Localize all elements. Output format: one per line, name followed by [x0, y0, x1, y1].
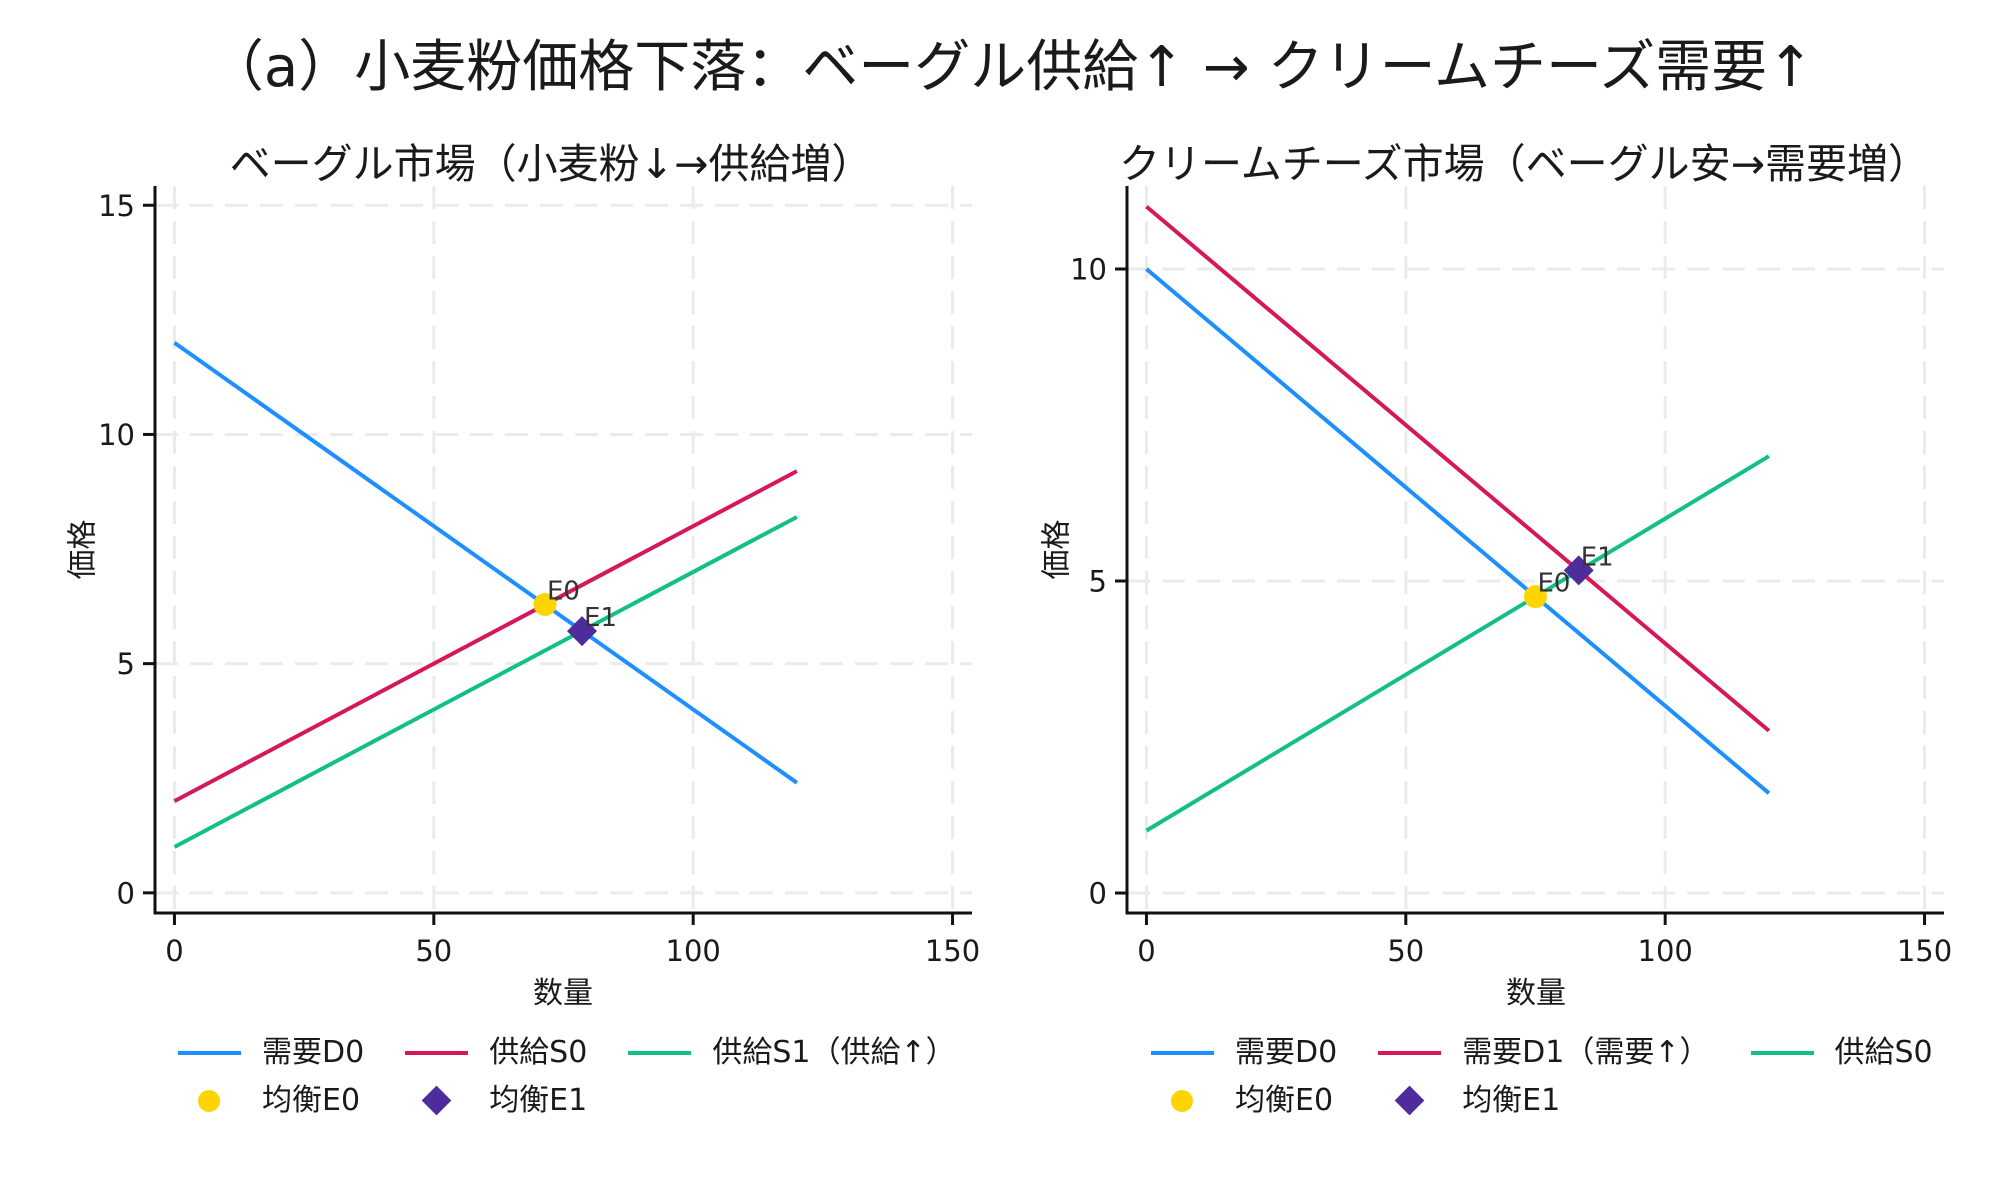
- legend-item: 供給S0: [1750, 1029, 1933, 1077]
- figure-title: （a）小麦粉価格下落：ベーグル供給↑ → クリームチーズ需要↑: [208, 35, 1814, 100]
- legend-handle: [1151, 1077, 1214, 1125]
- x-tick-label: 0: [1137, 934, 1155, 968]
- legend-handle: [405, 1077, 468, 1125]
- legend-handle: [1378, 1029, 1442, 1077]
- plot-area: 0 50 100 150 0 5 10 E0 E1: [1070, 186, 1952, 968]
- legend-label: 均衡E0: [1235, 1083, 1334, 1118]
- legend-handle: [628, 1029, 692, 1077]
- supply-s0-line: [173, 469, 798, 803]
- bagel-market-legend: 需要D0 均衡E0 供給S0 均衡E1 供給S1（供給↑）: [178, 1029, 956, 1125]
- legend-handle: [1378, 1077, 1441, 1125]
- legend-label: 供給S0: [1834, 1035, 1933, 1070]
- x-tick-label: 100: [1638, 934, 1693, 968]
- equilibrium-e0-label: E0: [547, 577, 580, 607]
- legend-diamond-icon: [1394, 1085, 1425, 1116]
- chart-title: クリームチーズ市場（ベーグル安→需要増）: [1119, 140, 1929, 188]
- legend-item: 供給S0: [405, 1029, 587, 1077]
- equilibrium-e1-marker: [1563, 555, 1594, 586]
- x-axis-label: 数量: [533, 976, 593, 1011]
- y-tick-label: 5: [117, 647, 135, 681]
- legend-item: 均衡E1: [1378, 1077, 1709, 1125]
- y-tick-label: 0: [1089, 877, 1107, 911]
- legend-diamond-icon: [421, 1085, 452, 1116]
- chart-title: ベーグル市場（小麦粉↓→供給増）: [230, 140, 873, 188]
- equilibrium-e1-label: E1: [1581, 542, 1614, 572]
- legend-line-icon: [1378, 1051, 1442, 1055]
- legend-label: 需要D0: [262, 1035, 365, 1070]
- legend-label: 供給S1（供給↑）: [712, 1035, 956, 1070]
- legend-line-icon: [405, 1051, 469, 1055]
- y-tick-label: 5: [1089, 565, 1107, 599]
- x-tick-label: 50: [1387, 934, 1424, 968]
- equilibrium-e0-label: E0: [1538, 569, 1571, 599]
- legend-item: 需要D0: [1151, 1029, 1337, 1077]
- legend-line-icon: [628, 1051, 692, 1055]
- legend-item: 供給S1（供給↑）: [628, 1029, 956, 1077]
- legend-item: 需要D0: [178, 1029, 364, 1077]
- legend-handle: [178, 1077, 241, 1125]
- legend-label: 均衡E1: [1462, 1083, 1561, 1118]
- legend-item: 均衡E0: [1151, 1077, 1337, 1125]
- legend-handle: [405, 1029, 469, 1077]
- y-axis-label: 価格: [66, 520, 101, 580]
- supply-s1-line: [173, 515, 798, 849]
- cream-cheese-market-legend: 需要D0 均衡E0 需要D1（需要↑） 均衡E1 供給S0: [1151, 1029, 1933, 1125]
- y-tick-label: 10: [1070, 252, 1107, 286]
- legend-label: 需要D0: [1235, 1035, 1338, 1070]
- x-tick-label: 150: [1897, 934, 1952, 968]
- legend-label: 均衡E0: [262, 1083, 361, 1118]
- x-tick-label: 150: [925, 934, 980, 968]
- demand-d0-line: [173, 341, 799, 785]
- y-tick-label: 15: [98, 189, 135, 223]
- legend-item: 均衡E0: [178, 1077, 364, 1125]
- x-tick-label: 50: [415, 934, 452, 968]
- x-tick-label: 0: [165, 934, 183, 968]
- legend-item: 需要D1（需要↑）: [1378, 1029, 1710, 1077]
- legend-label: 供給S0: [489, 1035, 588, 1070]
- legend-handle: [1151, 1029, 1214, 1077]
- legend-line-icon: [178, 1051, 241, 1055]
- equilibrium-e1-label: E1: [584, 603, 617, 633]
- legend-label: 需要D1（需要↑）: [1462, 1035, 1710, 1070]
- x-axis-label: 数量: [1506, 976, 1566, 1011]
- legend-label: 均衡E1: [489, 1083, 588, 1118]
- y-tick-label: 10: [98, 418, 135, 452]
- legend-handle: [1750, 1029, 1814, 1077]
- legend-item: 均衡E1: [405, 1077, 587, 1125]
- demand-d0-line: [1145, 267, 1771, 795]
- legend-line-icon: [1151, 1051, 1214, 1055]
- x-tick-label: 100: [666, 934, 721, 968]
- equilibrium-e0-marker: [1524, 585, 1547, 609]
- supply-s0-line: [1145, 454, 1770, 833]
- demand-d1-line: [1145, 205, 1771, 733]
- legend-circle-icon: [1171, 1090, 1193, 1112]
- legend-circle-icon: [198, 1090, 220, 1112]
- legend-line-icon: [1750, 1051, 1814, 1055]
- y-tick-label: 0: [117, 876, 135, 910]
- y-axis-label: 価格: [1040, 520, 1075, 580]
- equilibrium-e0-marker: [533, 593, 557, 617]
- cream-cheese-market-chart: クリームチーズ市場（ベーグル安→需要増） 0 50 100 150 0 5 10 E0 E1 数…: [1040, 140, 1953, 1011]
- legend-handle: [178, 1029, 241, 1077]
- equilibrium-e1-marker: [567, 616, 598, 647]
